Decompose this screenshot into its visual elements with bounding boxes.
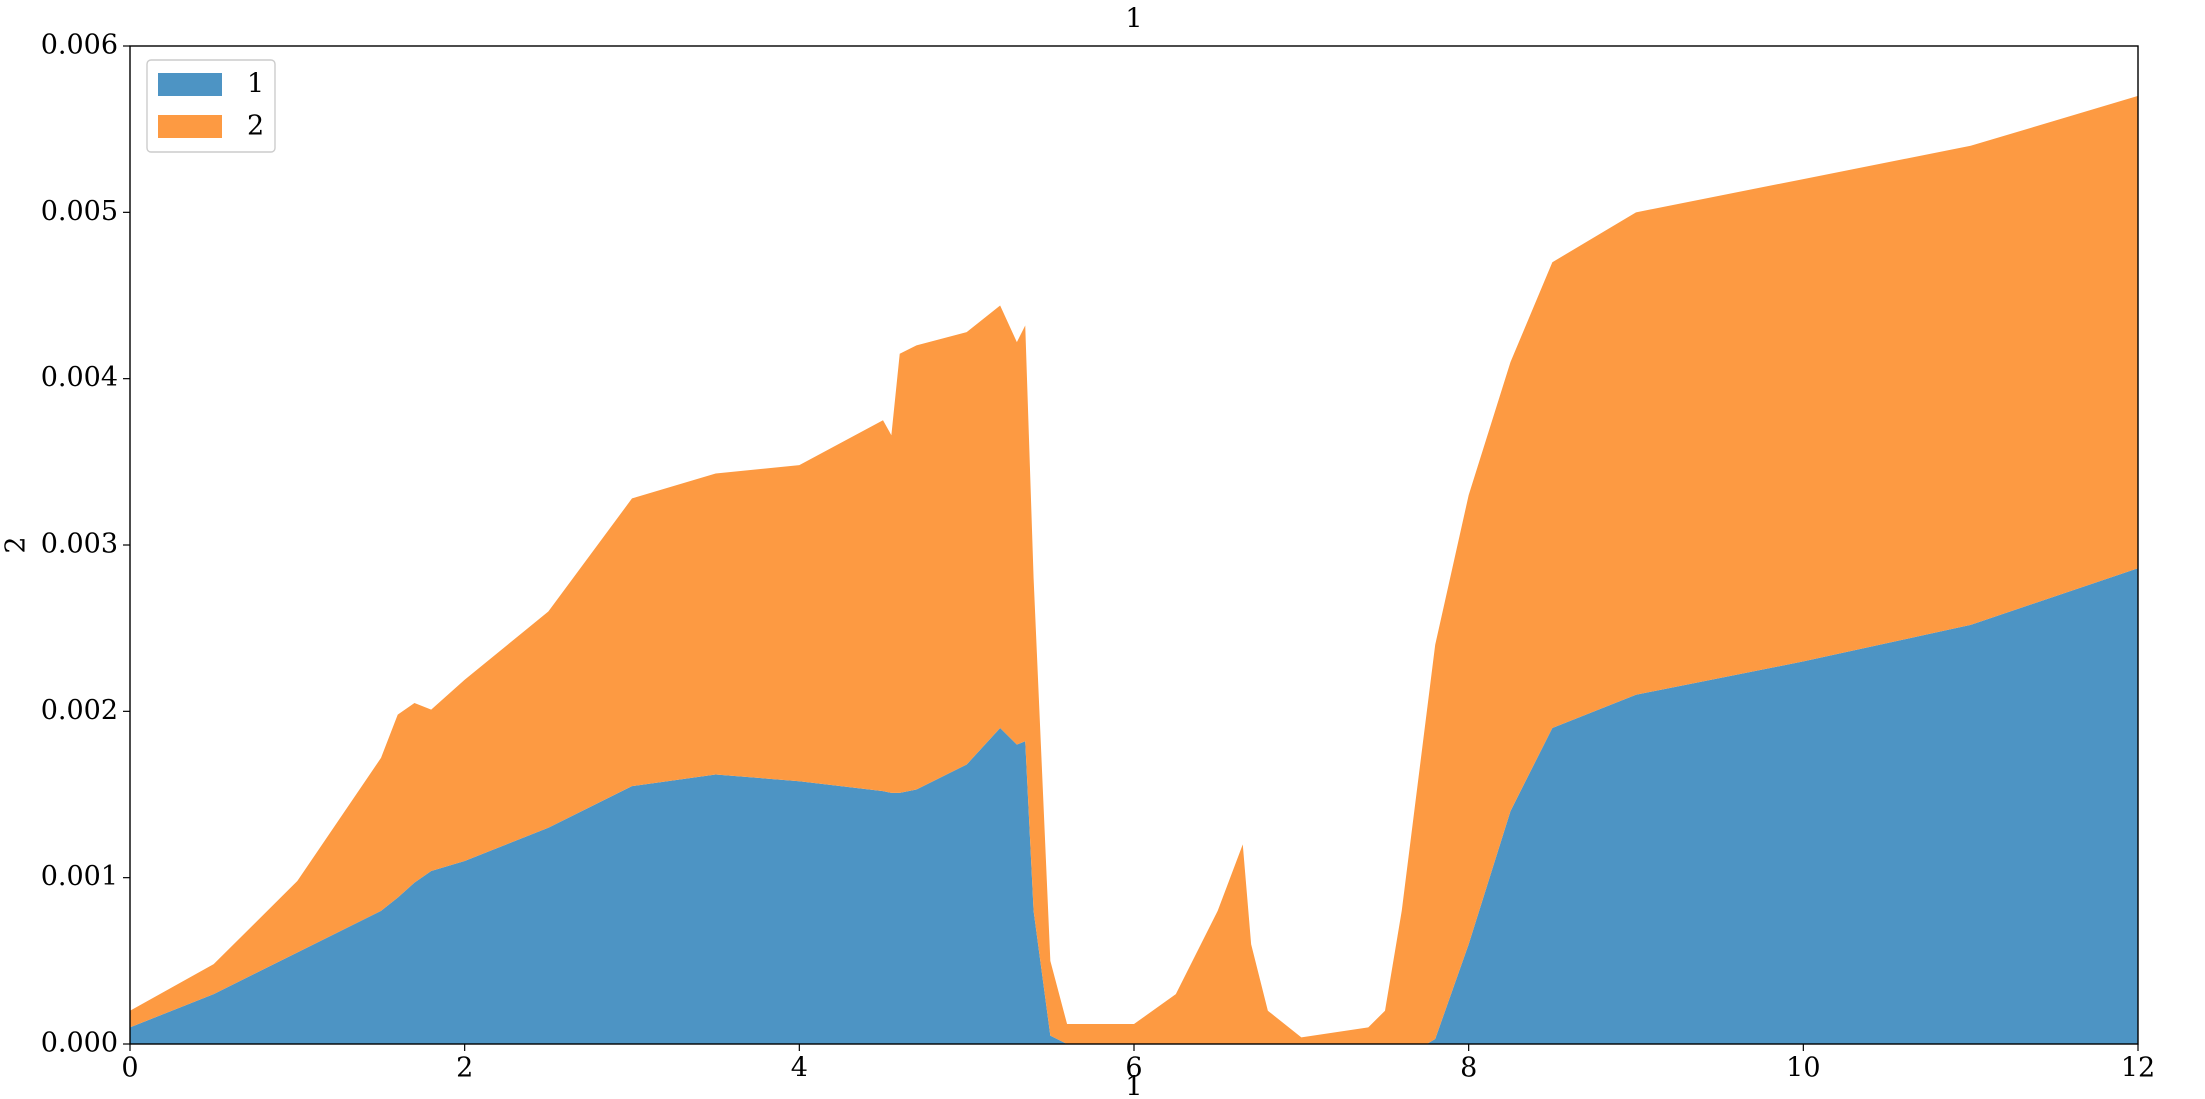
x-tick-label: 6 xyxy=(1125,1053,1142,1084)
area xyxy=(130,568,2138,1044)
x-axis-label: 1 xyxy=(1125,1072,1142,1099)
x-tick-label: 4 xyxy=(791,1053,808,1084)
legend-label: 1 xyxy=(247,69,264,100)
chart-title: 1 xyxy=(1125,4,1142,35)
y-tick-label: 0.000 xyxy=(41,1028,118,1059)
area xyxy=(130,95,2138,1044)
y-tick-label: 0.002 xyxy=(41,695,118,726)
legend-swatch xyxy=(158,115,222,138)
y-axis-label: 2 xyxy=(1,536,32,553)
y-tick-label: 0.005 xyxy=(41,196,118,227)
x-tick-label: 10 xyxy=(1786,1053,1820,1084)
x-tick-label: 0 xyxy=(121,1053,138,1084)
y-tick-label: 0.006 xyxy=(41,30,118,61)
x-tick-label: 12 xyxy=(2121,1053,2155,1084)
y-tick-label: 0.001 xyxy=(41,861,118,892)
legend-label: 2 xyxy=(247,111,264,142)
y-tick-label: 0.003 xyxy=(41,529,118,560)
y-tick-label: 0.004 xyxy=(41,362,118,393)
x-tick-label: 8 xyxy=(1460,1053,1477,1084)
x-tick-label: 2 xyxy=(456,1053,473,1084)
legend-swatch xyxy=(158,73,222,96)
